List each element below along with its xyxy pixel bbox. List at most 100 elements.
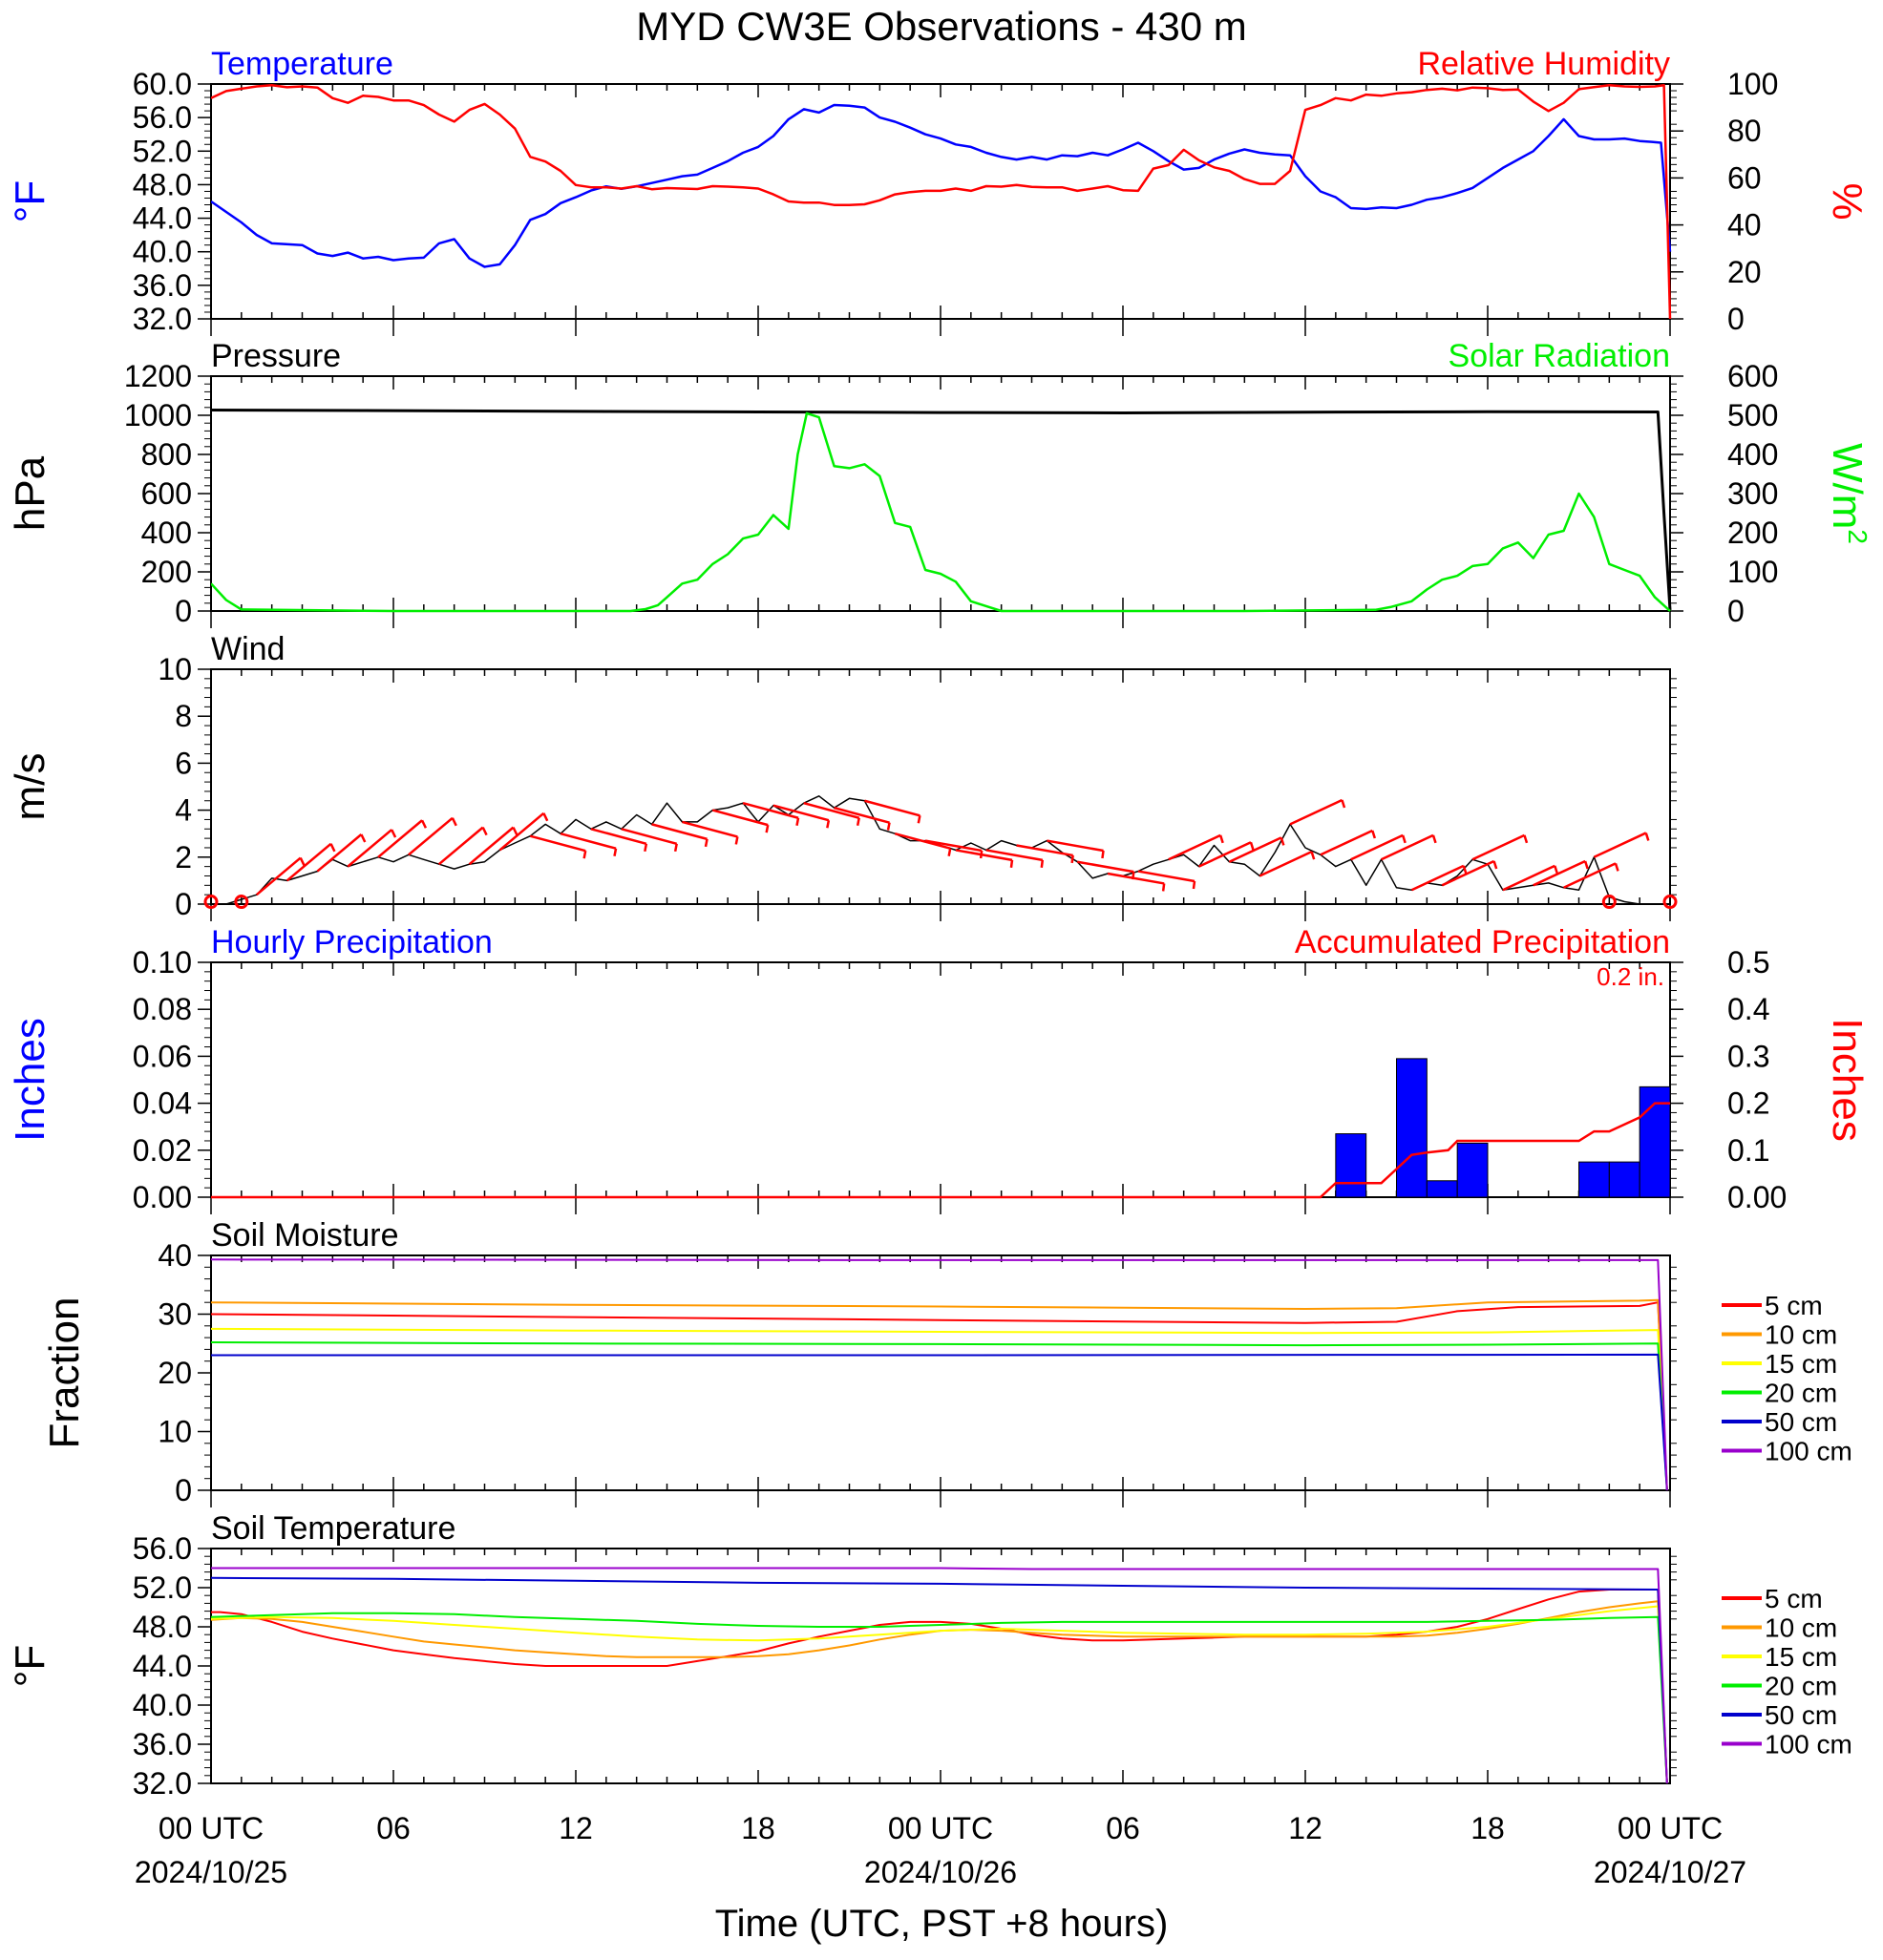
wind-barb-flag xyxy=(1554,865,1559,875)
wind-barb-flag xyxy=(391,829,397,838)
wind-barb xyxy=(408,816,454,856)
wind-barb-flag xyxy=(644,843,648,853)
wind-barb-flag xyxy=(917,815,921,824)
panel-pressure_solar: 1200100080060040020006005004003002001000… xyxy=(7,338,1872,628)
legend-label: 100 cm xyxy=(1765,1437,1852,1466)
y-tick-label: 40.0 xyxy=(133,235,192,269)
wind-barb-flag xyxy=(1462,865,1468,875)
legend-label: 15 cm xyxy=(1765,1642,1837,1672)
wind-barb xyxy=(590,828,647,846)
y-axis-label-right: Inches xyxy=(1824,1018,1871,1142)
wind-barb xyxy=(803,802,860,819)
wind-barb-flag xyxy=(451,817,457,827)
wind-barb-flag xyxy=(1070,854,1074,864)
plot-area xyxy=(211,83,1672,320)
y-tick-label-right: 0.5 xyxy=(1727,945,1769,980)
wind-barb xyxy=(316,833,363,873)
y-axis-label-left: Inches xyxy=(7,1018,53,1142)
wind-barb xyxy=(924,839,983,853)
panel-title-left: Pressure xyxy=(211,338,341,374)
series-line-50-cm xyxy=(211,1353,1668,1491)
legend-label: 5 cm xyxy=(1765,1291,1823,1320)
series-line-100-cm xyxy=(211,1258,1668,1491)
x-tick-label: 18 xyxy=(1470,1811,1505,1845)
wind-barb-flag xyxy=(542,812,549,822)
y-axis-label-right: % xyxy=(1824,182,1871,220)
accum-total-label: 0.2 in. xyxy=(1597,962,1664,991)
wind-barb xyxy=(621,828,678,846)
wind-barb xyxy=(682,820,738,838)
plot-area xyxy=(211,409,1672,613)
wind-barb xyxy=(377,819,423,858)
y-tick-label: 0.08 xyxy=(133,992,192,1026)
y-tick-label: 0.10 xyxy=(133,945,192,980)
wind-barb xyxy=(742,802,799,819)
y-tick-label: 40.0 xyxy=(133,1688,192,1722)
wind-barb xyxy=(1502,864,1555,892)
wind-barb-flag xyxy=(1614,863,1619,872)
wind-barb-flag xyxy=(329,843,336,853)
y-tick-label: 60.0 xyxy=(133,67,192,101)
y-tick-label: 2 xyxy=(175,840,192,875)
wind-barb xyxy=(1441,859,1495,887)
y-tick-label: 6 xyxy=(175,746,192,780)
y-tick-label: 56.0 xyxy=(133,1531,192,1566)
wind-barb xyxy=(468,826,515,866)
wind-barb-flag xyxy=(1341,799,1346,809)
panel-title-left: Hourly Precipitation xyxy=(211,924,493,960)
x-date-label: 2024/10/26 xyxy=(864,1855,1017,1889)
y-tick-label: 0.04 xyxy=(133,1086,192,1121)
y-tick-label-right: 0.4 xyxy=(1727,992,1769,1026)
figure-title: MYD CW3E Observations - 430 m xyxy=(636,4,1247,49)
legend-label: 50 cm xyxy=(1765,1407,1837,1437)
y-tick-label: 0.06 xyxy=(133,1039,192,1073)
precip-bar xyxy=(1578,1161,1610,1198)
wind-barb xyxy=(1077,860,1134,874)
wind-barb xyxy=(529,834,586,853)
wind-barb-flag xyxy=(734,836,739,845)
panel-wind: 10 8 6 4 2 0 Wind m/s xyxy=(7,631,1678,921)
wind-barb xyxy=(1471,833,1525,861)
y-tick-label: 32.0 xyxy=(133,1766,192,1801)
precip-bar xyxy=(1639,1085,1671,1198)
x-tick-label: 00 UTC xyxy=(888,1811,993,1845)
wind-barb xyxy=(1228,836,1282,863)
precip-bar xyxy=(1396,1058,1428,1198)
legend-label: 10 cm xyxy=(1765,1320,1837,1350)
x-tick-label: 12 xyxy=(559,1811,593,1845)
legend-label: 10 cm xyxy=(1765,1613,1837,1643)
plot-area xyxy=(211,1567,1668,1784)
y-tick-label: 52.0 xyxy=(133,1570,192,1605)
precip-bar xyxy=(1335,1133,1367,1198)
x-tick-label: 06 xyxy=(1106,1811,1140,1845)
y-tick-label: 200 xyxy=(141,555,192,589)
wind-barb xyxy=(651,823,708,841)
wind-barb xyxy=(1381,833,1434,861)
y-tick-label-right: 200 xyxy=(1727,516,1778,550)
wind-barb-flag xyxy=(704,838,709,848)
wind-barb xyxy=(255,856,302,896)
wind-barb xyxy=(1016,844,1073,857)
wind-barb xyxy=(1593,832,1647,858)
legend-label: 20 cm xyxy=(1765,1672,1837,1701)
x-date-label: 2024/10/25 xyxy=(135,1855,287,1889)
y-tick-label-right: 0 xyxy=(1727,302,1745,336)
plot-area xyxy=(211,795,1670,905)
y-axis-label-left: °F xyxy=(7,1645,53,1687)
y-tick-label: 0 xyxy=(175,594,192,628)
wind-barb xyxy=(985,849,1044,862)
panel-title-left: Wind xyxy=(211,631,285,667)
y-tick-label: 32.0 xyxy=(133,302,192,336)
series-line-10-cm xyxy=(211,1298,1668,1491)
y-tick-label: 1000 xyxy=(124,398,192,432)
wind-barb xyxy=(955,849,1013,862)
panel-precip: 0.10 0.08 0.06 0.04 0.02 0.00 0.5 0.4 0.3 0.2 0.1 0… xyxy=(7,924,1871,1214)
y-tick-label: 20 xyxy=(158,1356,192,1390)
wind-barb xyxy=(711,809,769,827)
precip-bar xyxy=(1456,1142,1489,1198)
wind-barb-flag xyxy=(886,822,891,831)
y-tick-label-right: 20 xyxy=(1727,255,1762,289)
legend-label: 5 cm xyxy=(1765,1584,1823,1613)
